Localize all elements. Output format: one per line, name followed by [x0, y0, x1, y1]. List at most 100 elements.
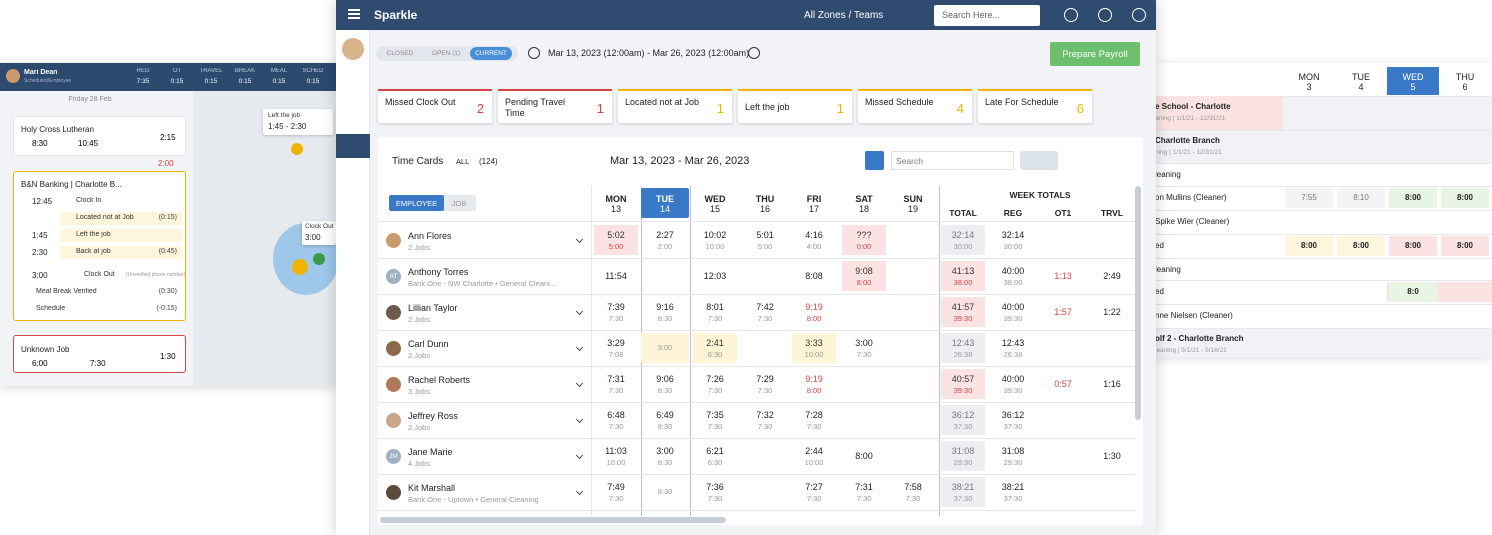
time-cell[interactable]: 32:14 30:00 — [941, 225, 985, 255]
view-option[interactable]: JOB — [451, 199, 467, 208]
time-cell[interactable]: 40:00 39:30 — [991, 297, 1035, 327]
prev-arrow[interactable] — [528, 47, 540, 59]
alert-card[interactable]: Pending Travel Time 1 — [498, 89, 612, 123]
nav-active[interactable] — [336, 134, 370, 158]
time-cell[interactable]: 2:44 10:00 — [792, 441, 836, 471]
shift-cell[interactable]: 8:00 — [1389, 236, 1437, 256]
zones[interactable]: All Zones / Teams — [804, 10, 884, 21]
time-cell[interactable]: 1:57 — [1041, 297, 1085, 327]
employee-name[interactable]: Rachel Roberts — [408, 375, 471, 385]
time-cell[interactable]: 7:58 7:30 — [891, 477, 935, 507]
settings-icon[interactable] — [1132, 8, 1146, 22]
time-cell[interactable]: 7:32 7:30 — [743, 405, 787, 435]
time-cell[interactable]: 3:00 7:30 — [842, 333, 886, 363]
time-cell[interactable]: 10:02 10:00 — [693, 225, 737, 255]
time-cell[interactable]: 8:30 — [641, 477, 689, 507]
shift-cell[interactable]: 8:00 — [1441, 188, 1489, 208]
time-cell[interactable]: 38:21 37:30 — [941, 477, 985, 507]
time-cell[interactable]: 12:43 26:38 — [941, 333, 985, 363]
alert-card[interactable]: Located not at Job 1 — [618, 89, 732, 123]
alert-card[interactable]: Missed Schedule 4 — [858, 89, 972, 123]
tc-search[interactable]: Search — [891, 151, 1014, 170]
time-cell[interactable]: 3:33 10:00 — [792, 333, 836, 363]
time-cell[interactable]: 1:16 — [1090, 369, 1134, 399]
employee-name[interactable]: Jane Marie — [408, 447, 453, 457]
day-header[interactable]: WED 15 — [691, 188, 739, 218]
time-cell[interactable]: 7:39 7:30 — [594, 297, 638, 327]
chat-icon[interactable] — [1064, 8, 1078, 22]
shift-cell[interactable]: 8:00 — [1285, 236, 1333, 256]
time-cell[interactable]: 11:03 10:00 — [594, 441, 638, 471]
employee-name[interactable]: Anthony Torres — [408, 267, 469, 277]
time-cell[interactable]: 7:31 7:30 — [842, 477, 886, 507]
time-cell[interactable]: 2:27 2:00 — [641, 225, 689, 255]
shift-cell[interactable]: 8:10 — [1337, 188, 1385, 208]
time-cell[interactable]: 9:19 8:00 — [792, 297, 836, 327]
status-tab[interactable]: CURRENT — [470, 47, 512, 60]
time-cell[interactable]: 36:12 37:30 — [941, 405, 985, 435]
time-cell[interactable]: 4:16 4:00 — [792, 225, 836, 255]
shift-cell[interactable]: 8:00 — [1389, 188, 1437, 208]
time-cell[interactable]: 7:28 7:30 — [792, 405, 836, 435]
time-cell[interactable]: 9:16 8:30 — [641, 297, 689, 327]
time-cell[interactable]: 7:27 7:30 — [792, 477, 836, 507]
time-cell[interactable]: 2:49 — [1090, 261, 1134, 291]
time-cell[interactable]: 9:19 8:00 — [792, 369, 836, 399]
time-cell[interactable]: 3:00 — [641, 333, 689, 363]
time-cell[interactable]: 40:57 39:30 — [941, 369, 985, 399]
next-arrow[interactable] — [748, 47, 760, 59]
time-cell[interactable]: 41:13 38:00 — [941, 261, 985, 291]
time-cell[interactable]: 9:06 8:30 — [641, 369, 689, 399]
day-header[interactable]: SUN 19 — [889, 188, 937, 218]
time-cell[interactable]: 8:08 — [792, 261, 836, 291]
view-option[interactable]: EMPLOYEE — [389, 195, 444, 211]
time-cell[interactable]: 7:26 7:30 — [693, 369, 737, 399]
add-button[interactable] — [865, 151, 884, 170]
time-cell[interactable]: 7:35 7:30 — [693, 405, 737, 435]
time-cell[interactable]: 1:22 — [1090, 297, 1134, 327]
time-cell[interactable]: 12:03 — [693, 261, 737, 291]
job-card[interactable]: Holy Cross Lutheran 8:30 10:45 2:15 — [13, 116, 186, 156]
job-card[interactable]: B&N Banking | Charlotte B... 12:45 Clock I… — [13, 171, 186, 321]
payroll-button[interactable]: Prepare Payroll — [1050, 42, 1140, 66]
time-cell[interactable]: 6:49 8:30 — [641, 405, 689, 435]
time-cell[interactable]: 12:43 26:38 — [991, 333, 1035, 363]
time-cell[interactable]: 5:02 5:00 — [594, 225, 638, 255]
alert-card[interactable]: Left the job 1 — [738, 89, 852, 123]
time-cell[interactable]: 31:08 29:30 — [941, 441, 985, 471]
time-cell[interactable]: 40:00 38:00 — [991, 261, 1035, 291]
time-cell[interactable]: 6:21 6:30 — [693, 441, 737, 471]
time-cell[interactable]: 11:54 — [594, 261, 638, 291]
time-cell[interactable]: 7:29 7:30 — [743, 369, 787, 399]
time-cell[interactable]: 7:42 7:30 — [743, 297, 787, 327]
time-cell[interactable]: 38:21 37:30 — [991, 477, 1035, 507]
time-cell[interactable]: 8:00 — [842, 441, 886, 471]
employee-name[interactable]: Kit Marshall — [408, 483, 456, 493]
time-cell[interactable]: 0:57 — [1041, 369, 1085, 399]
day-header[interactable]: MON 13 — [592, 188, 640, 218]
time-cell[interactable]: ??? 0:00 — [842, 225, 886, 255]
time-cell[interactable]: 7:49 7:30 — [594, 477, 638, 507]
employee-name[interactable]: Ann Flores — [408, 231, 452, 241]
time-cell[interactable]: 9:08 8:00 — [842, 261, 886, 291]
time-cell[interactable]: 36:12 37:30 — [991, 405, 1035, 435]
time-cell[interactable]: 8:01 7:30 — [693, 297, 737, 327]
day-header[interactable]: SAT 18 — [840, 188, 888, 218]
shift-cell[interactable]: 8:0 — [1389, 282, 1437, 302]
time-cell[interactable]: 41:57 39:30 — [941, 297, 985, 327]
employee-name[interactable]: Jeffrey Ross — [408, 411, 458, 421]
time-cell[interactable]: 1:30 — [1090, 441, 1134, 471]
help-icon[interactable] — [1098, 8, 1112, 22]
time-cell[interactable]: 32:14 30:00 — [991, 225, 1035, 255]
day-header[interactable]: TUE 14 — [641, 188, 689, 218]
time-cell[interactable]: 6:48 7:30 — [594, 405, 638, 435]
alert-card[interactable]: Missed Clock Out 2 — [378, 89, 492, 123]
alert-card[interactable]: Late For Schedule 6 — [978, 89, 1092, 123]
shift-cell[interactable]: 8:00 — [1441, 236, 1489, 256]
time-cell[interactable]: 7:31 7:30 — [594, 369, 638, 399]
shift-cell[interactable]: 8:00 — [1337, 236, 1385, 256]
day-header[interactable]: FRI 17 — [790, 188, 838, 218]
time-cell[interactable]: 3:00 8:30 — [641, 441, 689, 471]
menu-icon[interactable] — [348, 9, 360, 11]
time-cell[interactable]: 40:00 39:30 — [991, 369, 1035, 399]
